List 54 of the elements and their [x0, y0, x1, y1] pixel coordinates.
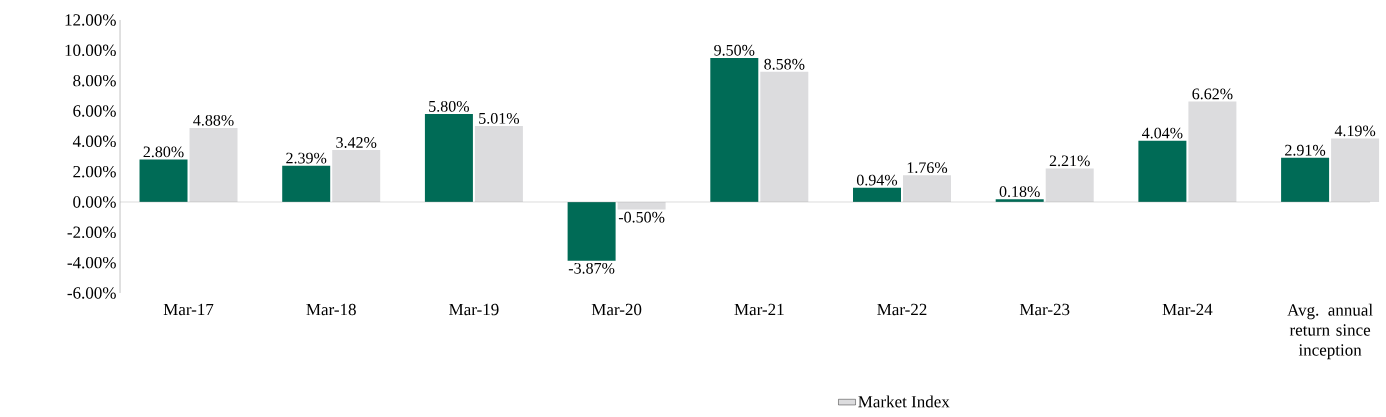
data-label: -3.87%: [568, 262, 615, 274]
data-label: 5.01%: [479, 112, 520, 124]
data-label: 4.88%: [193, 114, 234, 126]
bar: [710, 57, 759, 202]
legend-label: Market Index: [858, 395, 950, 408]
bar: [332, 150, 381, 202]
bar: [1281, 157, 1330, 202]
bar: [474, 126, 523, 202]
data-label: 2.91%: [1285, 144, 1326, 156]
data-label: 8.58%: [764, 58, 805, 70]
bar: [282, 165, 331, 202]
y-tick-label: 8.00%: [73, 74, 116, 87]
bar: [1138, 140, 1187, 202]
x-tick-label: Mar-21: [734, 303, 784, 316]
y-tick-label: 2.00%: [73, 165, 116, 178]
x-tick-label: Mar-24: [1162, 303, 1213, 316]
y-tick-label: 4.00%: [72, 135, 116, 148]
bar: [139, 159, 188, 202]
bar: [903, 175, 951, 202]
x-tick-label: Mar-17: [163, 303, 214, 316]
data-label: -0.50%: [618, 211, 665, 223]
x-tick-label: Mar-18: [306, 303, 356, 316]
bar: [189, 127, 238, 202]
bar: [1331, 138, 1380, 202]
data-label: 1.76%: [907, 162, 948, 174]
bar: [1188, 101, 1237, 202]
bar: [1045, 168, 1094, 202]
x-tick-label: Mar-22: [877, 303, 927, 316]
data-label: 5.80%: [429, 100, 470, 112]
y-tick-label: 10.00%: [65, 44, 116, 57]
x-tick-label: Avg. annual return since inception: [1287, 303, 1373, 360]
bar: [567, 201, 616, 261]
y-tick-label: 12.00%: [65, 14, 116, 26]
data-label: 4.04%: [1142, 127, 1183, 139]
data-label: 2.21%: [1049, 155, 1090, 167]
y-tick-label: -4.00%: [67, 256, 116, 269]
y-tick-label: -6.00%: [67, 287, 116, 299]
bar: [424, 114, 473, 202]
data-label: 4.19%: [1334, 125, 1376, 137]
y-tick-label: -2.00%: [67, 226, 116, 239]
data-label: 9.50%: [714, 44, 755, 56]
bar: [853, 187, 901, 202]
x-tick-label: Mar-19: [449, 303, 499, 316]
bar: [760, 71, 809, 202]
data-label: 6.62%: [1192, 88, 1233, 100]
data-label: 2.80%: [143, 146, 184, 158]
y-tick-label: 0.00%: [73, 196, 116, 208]
x-tick-label: Mar-20: [591, 303, 642, 316]
x-tick-label: Mar-23: [1019, 303, 1070, 316]
data-label: 3.42%: [336, 137, 377, 148]
data-label: 2.39%: [286, 152, 327, 164]
data-label: 0.94%: [856, 174, 898, 186]
data-label: 0.18%: [999, 186, 1040, 198]
y-tick-label: 6.00%: [73, 105, 116, 117]
